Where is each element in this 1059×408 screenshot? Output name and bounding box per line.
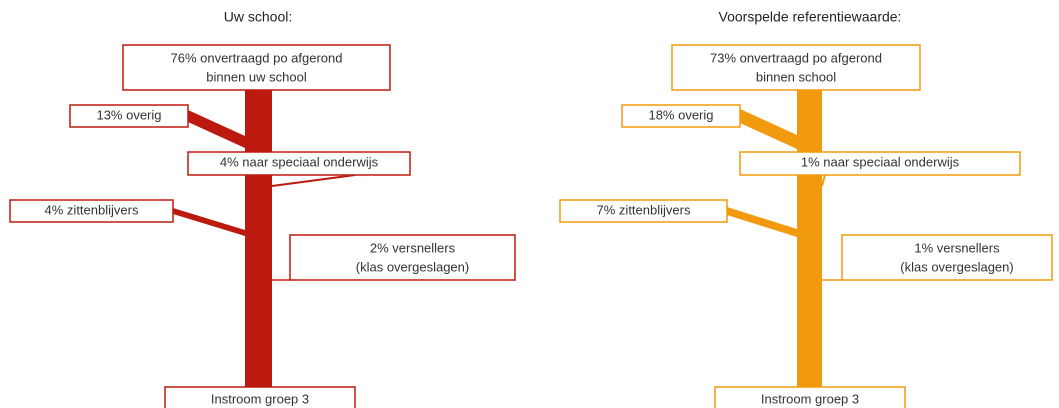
box-versnellers [289,234,516,281]
label-overig: 13% overig [96,107,161,122]
box-zitten [559,199,728,223]
box-overig [69,104,189,128]
label-zitten: 7% zittenblijvers [597,202,691,217]
label-top: binnen uw school [206,69,307,84]
label-versnellers: 1% versnellers [914,240,1000,255]
label-top: 73% onvertraagd po afgerond [710,50,882,65]
label-versnellers: 2% versnellers [370,240,456,255]
label-speciaal: 1% naar speciaal onderwijs [801,154,960,169]
box-top [122,44,391,91]
box-versnellers [841,234,1053,281]
branch-speciaal [271,174,356,187]
panel-title: Voorspelde referentiewaarde: [719,9,902,25]
panel-title: Uw school: [224,9,292,25]
box-speciaal [739,151,1021,176]
label-versnellers: (klas overgeslagen) [900,259,1013,274]
branch-zitten [173,208,245,236]
label-bottom: Instroom groep 3 [761,391,859,406]
box-zitten [9,199,174,223]
trunk [797,88,822,408]
box-overig [621,104,741,128]
box-bottom [164,386,356,408]
label-zitten: 4% zittenblijvers [45,202,139,217]
box-speciaal [187,151,411,176]
label-versnellers: (klas overgeslagen) [356,259,469,274]
branch-overig [740,109,797,149]
label-overig: 18% overig [648,107,713,122]
box-top [671,44,921,91]
branch-speciaal [821,174,826,187]
box-bottom [714,386,906,408]
label-speciaal: 4% naar speciaal onderwijs [220,154,379,169]
branch-zitten [727,207,797,237]
label-top: 76% onvertraagd po afgerond [170,50,342,65]
branch-overig [188,110,245,148]
trunk [245,88,272,408]
label-bottom: Instroom groep 3 [211,391,309,406]
label-top: binnen school [756,69,836,84]
